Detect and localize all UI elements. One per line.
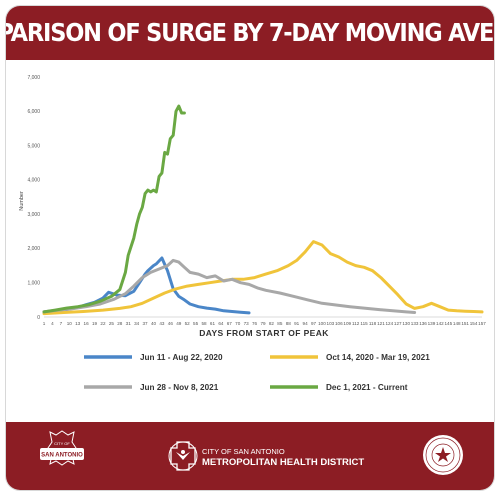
- series-line: [42, 258, 417, 314]
- x-tick-label: 154: [470, 321, 478, 326]
- city-logo-line2: SAN ANTONIO: [41, 453, 83, 459]
- x-tick-label: 22: [100, 321, 106, 326]
- x-tick-label: 124: [386, 321, 394, 326]
- x-tick-label: 31: [126, 321, 132, 326]
- infographic-card: COMPARISON OF SURGE BY 7-DAY MOVING AVER…: [6, 6, 494, 490]
- x-tick-label: 106: [335, 321, 343, 326]
- x-tick-label: 157: [478, 321, 486, 326]
- x-tick-label: 19: [92, 321, 98, 326]
- x-tick-label: 100: [318, 321, 326, 326]
- x-tick-label: 16: [84, 321, 90, 326]
- y-tick-label: 7,000: [27, 75, 40, 81]
- legend-label: Dec 1, 2021 - Current: [326, 383, 408, 392]
- x-tick-label: 103: [327, 321, 335, 326]
- x-tick-label: 118: [369, 321, 377, 326]
- x-tick-label: 13: [75, 321, 81, 326]
- page-title: COMPARISON OF SURGE BY 7-DAY MOVING AVER…: [6, 18, 494, 48]
- x-tick-label: 88: [286, 321, 292, 326]
- header-banner: COMPARISON OF SURGE BY 7-DAY MOVING AVER…: [6, 6, 494, 60]
- x-tick-label: 61: [210, 321, 216, 326]
- x-tick-label: 10: [67, 321, 73, 326]
- x-tick-label: 64: [218, 321, 224, 326]
- x-tick-label: 115: [360, 321, 368, 326]
- x-tick-label: 37: [143, 321, 149, 326]
- x-tick-label: 130: [402, 321, 410, 326]
- department-line2: METROPOLITAN HEALTH DISTRICT: [202, 457, 364, 468]
- y-tick-label: 2,000: [27, 246, 40, 252]
- x-tick-label: 136: [419, 321, 427, 326]
- x-tick-label: 46: [168, 321, 174, 326]
- x-tick-label: 91: [294, 321, 300, 326]
- x-tick-label: 49: [176, 321, 182, 326]
- city-logo-line1: CITY OF: [54, 441, 70, 446]
- x-tick-label: 121: [377, 321, 385, 326]
- y-tick-label: 5,000: [27, 143, 40, 149]
- x-tick-label: 97: [311, 321, 317, 326]
- x-tick-label: 34: [134, 321, 140, 326]
- x-tick-label: 139: [428, 321, 436, 326]
- texas-state-seal: [423, 435, 463, 475]
- y-tick-label: 4,000: [27, 178, 40, 184]
- department-line1: CITY OF SAN ANTONIO: [202, 447, 285, 456]
- city-logo: CITY OF SAN ANTONIO: [40, 430, 84, 466]
- x-tick-label: 85: [277, 321, 283, 326]
- x-tick-label: 58: [201, 321, 207, 326]
- series-line: [42, 256, 251, 315]
- y-tick-label: 0: [37, 315, 40, 321]
- x-tick-label: 1: [43, 321, 46, 326]
- x-tick-label: 82: [269, 321, 275, 326]
- x-axis: 1 4 7 10 13 16 19 22 25 28 31 34 37 40 43 46 49 52 55 58 61 6…: [43, 316, 486, 326]
- x-tick-label: 112: [352, 321, 360, 326]
- x-tick-label: 109: [343, 321, 351, 326]
- y-tick-label: 6,000: [27, 109, 40, 115]
- y-axis-title: Number: [19, 191, 25, 211]
- x-tick-label: 73: [244, 321, 250, 326]
- x-tick-label: 7: [60, 321, 63, 326]
- x-tick-label: 79: [260, 321, 266, 326]
- series-line: [42, 104, 186, 314]
- legend-label: Jun 11 - Aug 22, 2020: [140, 353, 223, 362]
- footer-banner: CITY OF SAN ANTONIO CITY OF SAN ANTONIO …: [6, 422, 494, 490]
- x-tick-label: 40: [151, 321, 157, 326]
- legend-label: Jun 28 - Nov 8, 2021: [140, 383, 219, 392]
- x-tick-label: 52: [185, 321, 191, 326]
- x-tick-label: 28: [117, 321, 123, 326]
- x-tick-label: 67: [227, 321, 233, 326]
- x-axis-title: DAYS FROM START OF PEAK: [199, 328, 329, 338]
- x-tick-label: 148: [453, 321, 461, 326]
- legend: Jun 11 - Aug 22, 2020 Oct 14, 2020 - Mar …: [84, 353, 430, 392]
- y-axis-tick-labels: 0 1,000 2,000 3,000 4,000 5,000 6,000 7,000: [27, 75, 40, 321]
- x-tick-label: 70: [235, 321, 241, 326]
- legend-label: Oct 14, 2020 - Mar 19, 2021: [326, 353, 430, 362]
- health-district-logo: [168, 441, 198, 471]
- y-tick-label: 3,000: [27, 212, 40, 218]
- x-tick-label: 25: [109, 321, 115, 326]
- x-tick-label: 145: [444, 321, 452, 326]
- x-tick-label: 43: [159, 321, 165, 326]
- x-tick-label: 151: [461, 321, 469, 326]
- x-tick-label: 133: [411, 321, 419, 326]
- y-tick-label: 1,000: [27, 281, 40, 287]
- series-lines: [42, 104, 484, 316]
- x-tick-label: 4: [51, 321, 54, 326]
- x-tick-label: 76: [252, 321, 258, 326]
- series-line: [42, 240, 484, 316]
- x-tick-label: 142: [436, 321, 444, 326]
- x-tick-label: 55: [193, 321, 199, 326]
- x-tick-label: 127: [394, 321, 402, 326]
- x-tick-label: 94: [303, 321, 309, 326]
